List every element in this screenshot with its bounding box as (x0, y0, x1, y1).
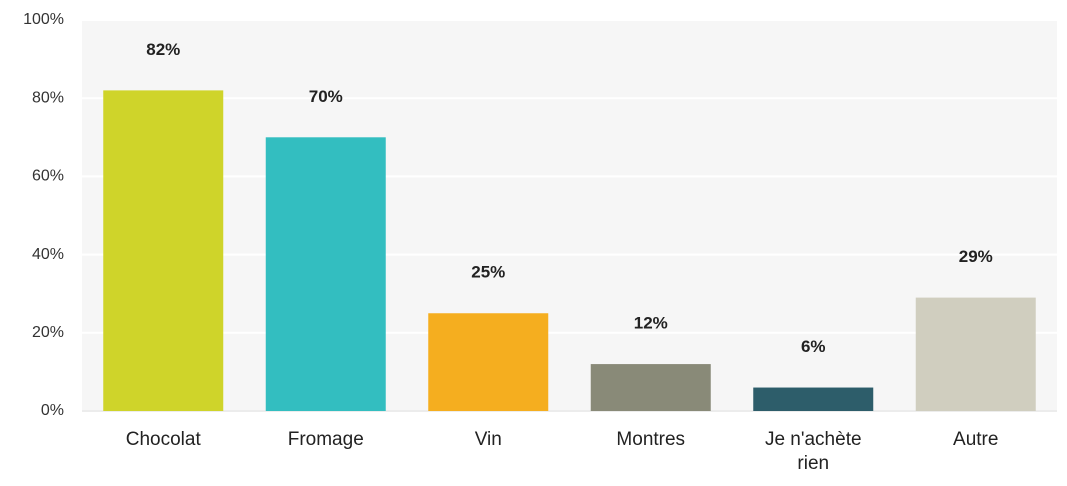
x-tick-label: Montres (616, 429, 686, 450)
y-tick-label: 100% (23, 11, 64, 28)
y-tick-label: 0% (41, 402, 64, 419)
bar (265, 137, 386, 412)
x-tick-label: Fromage (287, 429, 364, 450)
data-label: 82% (146, 40, 180, 59)
x-tick-label: Chocolat (125, 429, 201, 450)
data-label: 70% (309, 87, 343, 106)
data-label: 25% (471, 263, 505, 282)
bar (915, 297, 1036, 411)
x-tick-label: Je n'achète rien (764, 429, 862, 474)
bar (590, 364, 711, 411)
y-tick-label: 60% (32, 168, 64, 185)
data-label: 6% (801, 337, 826, 356)
x-tick-label: Autre (953, 429, 999, 450)
y-tick-label: 40% (32, 246, 64, 263)
data-label: 12% (634, 314, 668, 333)
y-tick-label: 80% (32, 89, 64, 106)
data-label: 29% (959, 247, 993, 266)
bar (103, 90, 224, 411)
plot-area (82, 20, 1057, 411)
bar (428, 313, 549, 411)
y-tick-label: 20% (32, 324, 64, 341)
x-tick-label: Vin (474, 429, 502, 450)
bar (753, 387, 874, 411)
